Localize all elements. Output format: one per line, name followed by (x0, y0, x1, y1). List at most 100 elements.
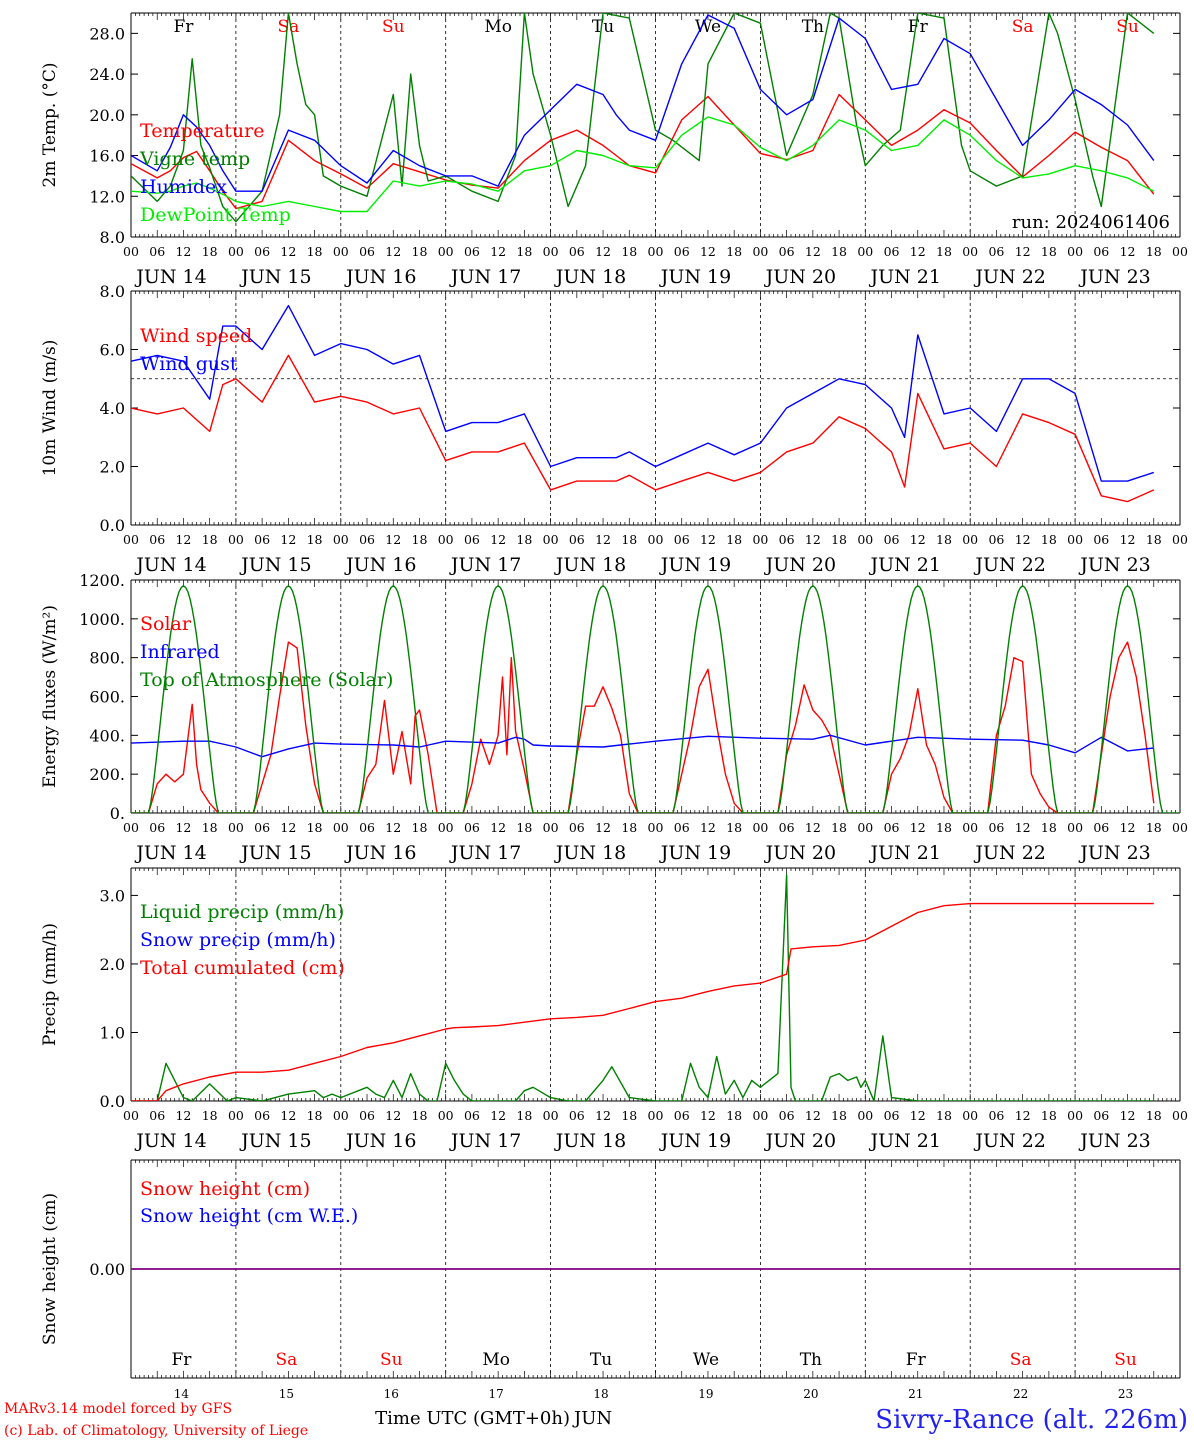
hour-label: 00 (752, 532, 768, 547)
run-annotation: run: 2024061406 (1012, 212, 1170, 233)
date-label: JUN 18 (554, 842, 626, 864)
hour-label: 06 (1093, 1108, 1109, 1123)
day-number: 20 (803, 1387, 818, 1401)
day-number: 17 (489, 1387, 504, 1401)
hour-label: 12 (595, 244, 611, 259)
hour-label: 18 (621, 1108, 637, 1123)
date-label: JUN 17 (449, 1130, 521, 1152)
date-label: JUN 17 (449, 266, 521, 288)
hour-label: 00 (648, 820, 664, 835)
y-tick-label: 0.00 (89, 1260, 125, 1279)
legend-entry: Snow precip (mm/h) (140, 929, 336, 951)
hour-label: 12 (1120, 532, 1136, 547)
legend-entry: Snow height (cm W.E.) (140, 1205, 358, 1227)
hour-label: 12 (595, 532, 611, 547)
y-axis-label: Snow height (cm) (40, 1193, 60, 1345)
hour-label: 06 (988, 244, 1004, 259)
hour-label: 06 (988, 820, 1004, 835)
hour-label: 06 (359, 532, 375, 547)
hour-label: 12 (175, 1108, 191, 1123)
y-tick-label: 1200. (79, 571, 125, 590)
hour-label: 06 (674, 820, 690, 835)
day-abbrev: We (693, 1350, 719, 1370)
date-label: JUN 15 (239, 842, 311, 864)
date-label: JUN 16 (344, 842, 416, 864)
hour-label: 18 (936, 1108, 952, 1123)
date-label: JUN 19 (659, 1130, 731, 1152)
footer: MARv3.14 model forced by GFS (c) Lab. of… (4, 1401, 1188, 1439)
hour-label: 06 (359, 1108, 375, 1123)
hour-label: 00 (123, 244, 139, 259)
panel-wind: 0.0 2.0 4.0 6.0 8.0 10m Wind (m/s) 00 06 12 18 JUN… (40, 282, 1188, 576)
hour-label: 06 (884, 820, 900, 835)
hour-label: 06 (988, 1108, 1004, 1123)
hour-label: 12 (1120, 1108, 1136, 1123)
hour-label: 06 (884, 532, 900, 547)
y-tick-label: 28.0 (89, 24, 125, 43)
day-number: 15 (279, 1387, 294, 1401)
month-label: JUN (572, 1408, 612, 1429)
series-lines (131, 585, 1180, 813)
day-abbrev: Th (800, 1350, 822, 1370)
y-axis-label: 10m Wind (m/s) (40, 340, 60, 477)
hour-label: 00 (438, 244, 454, 259)
hour-label: 12 (175, 244, 191, 259)
hour-label: 00 (228, 532, 244, 547)
hour-label: 06 (674, 244, 690, 259)
hour-label: 00 (1067, 244, 1083, 259)
hour-label: 18 (307, 532, 323, 547)
day-number: 14 (174, 1387, 190, 1401)
hour-label: 00 (857, 1108, 873, 1123)
hour-label: 18 (1146, 1108, 1162, 1123)
hour-label: 18 (726, 820, 742, 835)
hour-label: 12 (700, 244, 716, 259)
legend-entry: Top of Atmosphere (Solar) (140, 669, 393, 691)
hour-label: 18 (1041, 1108, 1057, 1123)
date-label: JUN 19 (659, 266, 731, 288)
legend-entry: Humidex (140, 176, 227, 198)
date-label: JUN 22 (973, 266, 1045, 288)
legend-entry: Snow height (cm) (140, 1178, 310, 1200)
hour-label: 12 (490, 1108, 506, 1123)
date-label: JUN 20 (764, 266, 836, 288)
hour-label: 06 (1093, 244, 1109, 259)
hour-label: 06 (779, 532, 795, 547)
legend-entry: Wind speed (140, 325, 252, 347)
legend-entry: Solar (140, 613, 192, 635)
hour-label: 18 (726, 244, 742, 259)
hour-label: 12 (595, 820, 611, 835)
hour-label: 06 (464, 820, 480, 835)
legend-entry: Temperature (140, 120, 264, 142)
hour-label: 18 (1146, 820, 1162, 835)
hour-label: 00 (543, 1108, 559, 1123)
day-abbrev: Sa (1010, 1350, 1032, 1370)
y-tick-label: 6.0 (100, 341, 125, 360)
hour-label: 00 (543, 532, 559, 547)
date-label: JUN 14 (134, 554, 206, 576)
day-number: 23 (1118, 1387, 1133, 1401)
hour-label: 18 (1041, 532, 1057, 547)
hour-label: 00 (228, 244, 244, 259)
date-label: JUN 21 (869, 266, 941, 288)
hour-label: 12 (385, 532, 401, 547)
day-abbrev: Su (1114, 1350, 1137, 1370)
day-abbrev: Sa (1012, 17, 1034, 37)
hour-label: 00 (543, 820, 559, 835)
hour-label: 06 (884, 244, 900, 259)
day-abbrev: Mo (482, 1350, 510, 1370)
hour-label: 00 (1172, 1108, 1188, 1123)
hour-label: 18 (412, 532, 428, 547)
hour-label: 06 (254, 244, 270, 259)
series-lines (131, 304, 1155, 503)
hour-label: 12 (805, 1108, 821, 1123)
model-credit: MARv3.14 model forced by GFS (4, 1401, 232, 1417)
hour-label: 06 (569, 1108, 585, 1123)
hour-label: 00 (438, 1108, 454, 1123)
hour-label: 18 (307, 820, 323, 835)
date-label: JUN 22 (973, 554, 1045, 576)
y-tick-label: 1000. (79, 610, 125, 629)
hour-label: 06 (779, 1108, 795, 1123)
series-line (131, 902, 1154, 1101)
date-label: JUN 23 (1078, 842, 1150, 864)
